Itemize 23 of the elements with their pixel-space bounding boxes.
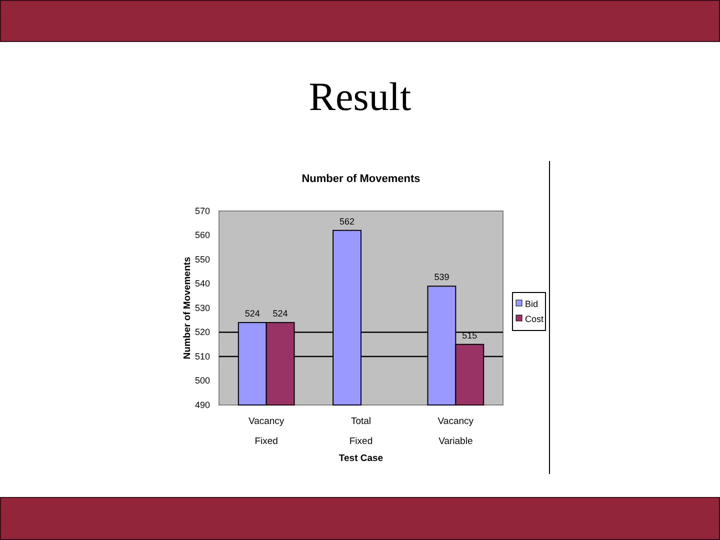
x-tick-label: Vacancy Fixed bbox=[248, 416, 284, 447]
legend-label: Cost bbox=[525, 314, 544, 324]
y-tick-label: 570 bbox=[194, 206, 210, 216]
legend-label: Bid bbox=[525, 299, 538, 309]
data-label: 524 bbox=[272, 308, 288, 319]
y-tick-label: 530 bbox=[194, 302, 210, 313]
x-tick-label: Total Fixed bbox=[349, 416, 373, 447]
chart-subtitle: Number of Movements bbox=[302, 173, 420, 185]
y-tick-label: 550 bbox=[194, 254, 210, 264]
data-label: 539 bbox=[434, 272, 450, 282]
y-axis-title: Number of Movements bbox=[182, 256, 193, 360]
data-label: 524 bbox=[244, 308, 260, 319]
y-tick-label: 540 bbox=[194, 278, 210, 289]
y-tick-label: 560 bbox=[194, 230, 210, 240]
data-label: 562 bbox=[340, 216, 355, 226]
y-tick-label: 510 bbox=[194, 351, 210, 362]
y-tick-label: 490 bbox=[194, 400, 210, 410]
y-tick-label: 500 bbox=[194, 376, 210, 386]
chart-title: Result bbox=[308, 74, 412, 119]
y-tick-label: 520 bbox=[194, 327, 210, 338]
x-axis-title: Test Case bbox=[338, 453, 384, 464]
x-tick-label: Vacancy Variable bbox=[438, 416, 474, 447]
data-label: 515 bbox=[462, 330, 478, 340]
